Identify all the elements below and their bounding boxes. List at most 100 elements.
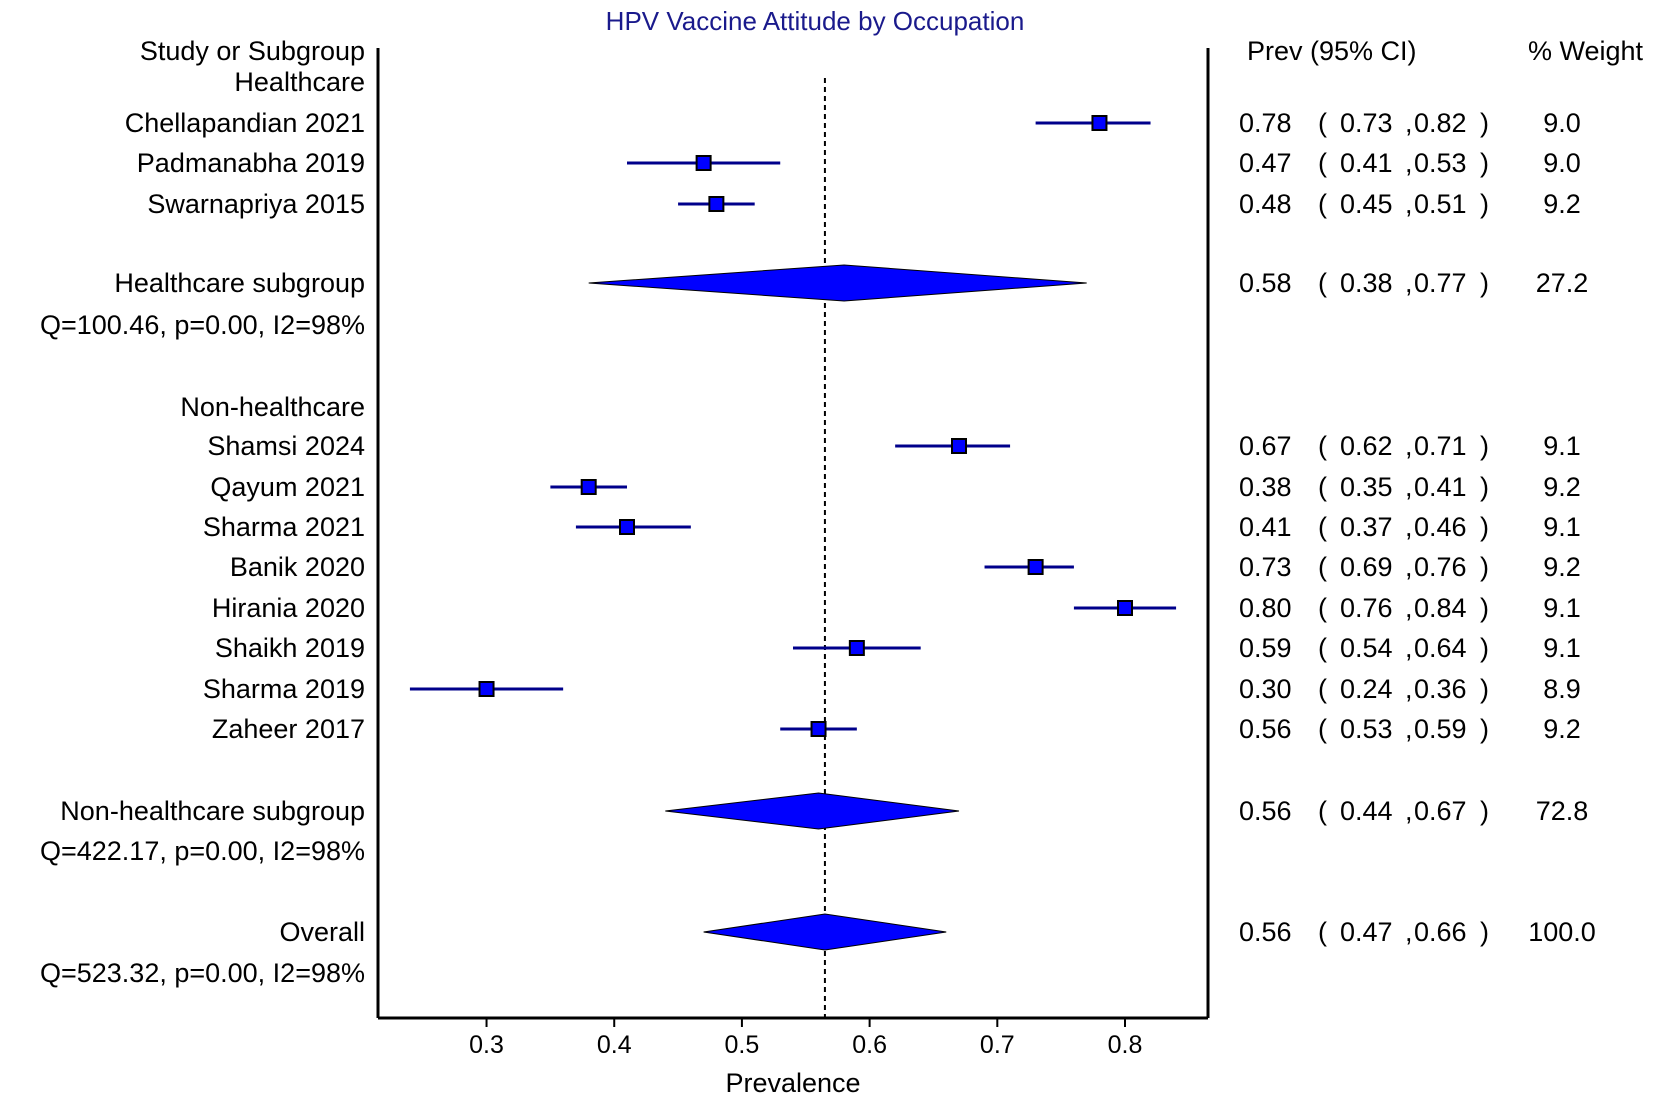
study-chellapandian-2021-ci-lower: 0.73: [1340, 108, 1393, 138]
study-shaikh-2019-estimate: 0.59: [1239, 633, 1292, 663]
overall-weight: 100.0: [1528, 917, 1596, 947]
plot-layer: 0.3 0.4 0.5 0.6 0.7 0.8 Healthcare Chellapandia…: [40, 48, 1596, 1059]
study-qayum-2021-ci-upper: 0.41: [1414, 472, 1467, 502]
x-tick-label: 0.8: [1108, 1031, 1143, 1059]
study-padmanabha-2019-estimate: 0.47: [1239, 148, 1292, 178]
study-padmanabha-2019-ci-upper: 0.53: [1414, 148, 1467, 178]
study-hirania-2020-ci-upper: 0.84: [1414, 593, 1467, 623]
study-swarnapriya-2015-point: [708, 196, 725, 212]
summary-non-healthcare-ci-upper: 0.67: [1414, 796, 1467, 826]
study-banik-2020-comma: ,: [1405, 552, 1413, 582]
summary-non-healthcare-heterogeneity: Q=422.17, p=0.00, I2=98%: [40, 836, 365, 866]
study-shamsi-2024-weight: 9.1: [1543, 431, 1581, 461]
study-zaheer-2017-paren-open: (: [1318, 714, 1327, 744]
study-shaikh-2019-paren-close: ): [1480, 633, 1489, 663]
study-zaheer-2017-label: Zaheer 2017: [212, 714, 365, 744]
x-tick-label: 0.7: [980, 1031, 1015, 1059]
summary-healthcare-paren-open: (: [1318, 268, 1327, 298]
study-hirania-2020-ci-lower: 0.76: [1340, 593, 1393, 623]
study-hirania-2020-label: Hirania 2020: [212, 593, 365, 623]
study-sharma-2021-ci-upper: 0.46: [1414, 512, 1467, 542]
study-swarnapriya-2015-ci-upper: 0.51: [1414, 189, 1467, 219]
study-sharma-2021-estimate: 0.41: [1239, 512, 1292, 542]
study-chellapandian-2021-label: Chellapandian 2021: [125, 108, 365, 138]
x-tick-label: 0.5: [725, 1031, 760, 1059]
study-shaikh-2019-weight: 9.1: [1543, 633, 1581, 663]
summary-non-healthcare-paren-open: (: [1318, 796, 1327, 826]
study-chellapandian-2021-weight: 9.0: [1543, 108, 1581, 138]
summary-healthcare-heterogeneity: Q=100.46, p=0.00, I2=98%: [40, 310, 365, 340]
summary-healthcare-ci-upper: 0.77: [1414, 268, 1467, 298]
summary-non-healthcare-weight: 72.8: [1536, 796, 1589, 826]
study-padmanabha-2019-paren-close: ): [1480, 148, 1489, 178]
study-chellapandian-2021-comma: ,: [1405, 108, 1413, 138]
study-swarnapriya-2015-estimate: 0.48: [1239, 189, 1292, 219]
study-sharma-2019-label: Sharma 2019: [203, 674, 365, 704]
study-padmanabha-2019-comma: ,: [1405, 148, 1413, 178]
study-banik-2020-estimate: 0.73: [1239, 552, 1292, 582]
study-banik-2020-ci-upper: 0.76: [1414, 552, 1467, 582]
study-banik-2020-weight: 9.2: [1543, 552, 1581, 582]
summary-non-healthcare-label: Non-healthcare subgroup: [60, 796, 365, 826]
study-shamsi-2024-paren-close: ): [1480, 431, 1489, 461]
study-sharma-2019-ci-upper: 0.36: [1414, 674, 1467, 704]
overall-comma: ,: [1405, 917, 1413, 947]
study-padmanabha-2019-ci-lower: 0.41: [1340, 148, 1393, 178]
group-heading: Healthcare: [234, 67, 365, 97]
study-swarnapriya-2015-paren-open: (: [1318, 189, 1327, 219]
overall-label: Overall: [279, 917, 365, 947]
study-sharma-2021-paren-close: ): [1480, 512, 1489, 542]
study-banik-2020-label: Banik 2020: [230, 552, 365, 582]
study-shamsi-2024-paren-open: (: [1318, 431, 1327, 461]
study-shamsi-2024-ci-lower: 0.62: [1340, 431, 1393, 461]
overall-heterogeneity: Q=523.32, p=0.00, I2=98%: [40, 958, 365, 988]
study-shamsi-2024-label: Shamsi 2024: [207, 431, 365, 461]
study-swarnapriya-2015-paren-close: ): [1480, 189, 1489, 219]
summary-healthcare-comma: ,: [1405, 268, 1413, 298]
study-padmanabha-2019-point: [695, 155, 712, 171]
header-weight: % Weight: [1528, 36, 1644, 66]
overall-paren-open: (: [1318, 917, 1327, 947]
x-tick-label: 0.4: [597, 1031, 632, 1059]
study-shamsi-2024-ci-upper: 0.71: [1414, 431, 1467, 461]
study-sharma-2021-label: Sharma 2021: [203, 512, 365, 542]
study-chellapandian-2021-estimate: 0.78: [1239, 108, 1292, 138]
study-shaikh-2019-ci-upper: 0.64: [1414, 633, 1467, 663]
study-zaheer-2017-ci-lower: 0.53: [1340, 714, 1393, 744]
header-study: Study or Subgroup: [140, 36, 365, 66]
study-sharma-2021-ci-lower: 0.37: [1340, 512, 1393, 542]
x-tick-label: 0.6: [852, 1031, 887, 1059]
summary-healthcare-label: Healthcare subgroup: [114, 268, 365, 298]
study-sharma-2019-ci-lower: 0.24: [1340, 674, 1393, 704]
study-hirania-2020-weight: 9.1: [1543, 593, 1581, 623]
study-qayum-2021-comma: ,: [1405, 472, 1413, 502]
summary-healthcare-weight: 27.2: [1536, 268, 1589, 298]
study-hirania-2020-estimate: 0.80: [1239, 593, 1292, 623]
study-sharma-2021-point: [619, 519, 635, 535]
summary-healthcare-paren-close: ): [1480, 268, 1489, 298]
study-chellapandian-2021-point: [1091, 115, 1108, 131]
study-shamsi-2024-point: [951, 438, 967, 454]
summary-non-healthcare-paren-close: ): [1480, 796, 1489, 826]
study-sharma-2019-paren-close: ): [1480, 674, 1489, 704]
study-qayum-2021-estimate: 0.38: [1239, 472, 1292, 502]
summary-non-healthcare-ci-lower: 0.44: [1340, 796, 1393, 826]
study-sharma-2021-comma: ,: [1405, 512, 1413, 542]
study-banik-2020-ci-lower: 0.69: [1340, 552, 1393, 582]
study-hirania-2020-point: [1117, 600, 1133, 616]
study-zaheer-2017-ci-upper: 0.59: [1414, 714, 1467, 744]
study-zaheer-2017-comma: ,: [1405, 714, 1413, 744]
study-zaheer-2017-point: [810, 721, 827, 737]
study-shaikh-2019-paren-open: (: [1318, 633, 1327, 663]
summary-non-healthcare-comma: ,: [1405, 796, 1413, 826]
study-swarnapriya-2015-label: Swarnapriya 2015: [147, 189, 365, 219]
overall-ci-lower: 0.47: [1340, 917, 1393, 947]
study-zaheer-2017-paren-close: ): [1480, 714, 1489, 744]
study-shaikh-2019-point: [848, 640, 865, 656]
header-estimate: Prev (95% CI): [1247, 36, 1417, 66]
study-sharma-2019-paren-open: (: [1318, 674, 1327, 704]
study-shamsi-2024-estimate: 0.67: [1239, 431, 1292, 461]
overall-paren-close: ): [1480, 917, 1489, 947]
study-padmanabha-2019-label: Padmanabha 2019: [137, 148, 365, 178]
